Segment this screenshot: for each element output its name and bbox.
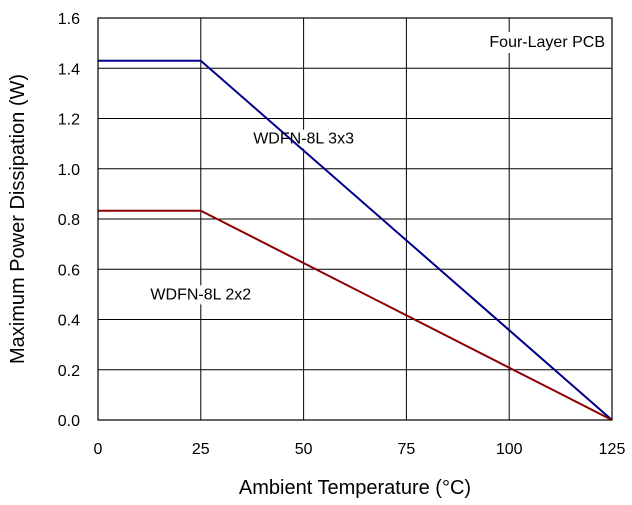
plot-frame — [97, 17, 613, 421]
y-tick-label: 0.0 — [58, 413, 80, 430]
series-label-background — [250, 129, 358, 149]
series-line-1 — [98, 209, 613, 421]
series-lines — [98, 59, 613, 421]
x-tick-label: 100 — [496, 441, 523, 458]
y-axis-title: Maximum Power Dissipation (W) — [7, 74, 29, 364]
series-label-background — [147, 285, 255, 305]
y-tick-label: 0.6 — [58, 262, 80, 279]
series-line-0 — [98, 59, 613, 421]
x-axis-title: Ambient Temperature (°C) — [239, 477, 471, 499]
y-tick-label: 1.2 — [58, 112, 80, 129]
pcb-annotation: Four-Layer PCB — [489, 34, 605, 51]
y-tick-label: 1.0 — [58, 162, 80, 179]
series-label-0: WDFN-8L 3x3 — [253, 131, 354, 148]
x-tick-label: 25 — [192, 441, 210, 458]
y-tick-label: 0.2 — [58, 363, 80, 380]
y-tick-label: 1.4 — [58, 61, 80, 78]
x-tick-label: 50 — [295, 441, 313, 458]
x-tick-label: 75 — [398, 441, 416, 458]
tick-labels: 0 25 50 75 100 125 0.0 0.2 0.4 0.6 0.8 1.0 1.2 1.4 1.6 — [58, 11, 626, 458]
x-tick-label: 125 — [599, 441, 626, 458]
y-tick-label: 0.8 — [58, 212, 80, 229]
y-tick-label: 0.4 — [58, 313, 80, 330]
series-label-1: WDFN-8L 2x2 — [150, 286, 251, 303]
y-tick-label: 1.6 — [58, 11, 80, 28]
x-tick-label: 0 — [94, 441, 103, 458]
pcb-annotation-background — [485, 32, 609, 53]
grid-lines — [97, 17, 613, 421]
